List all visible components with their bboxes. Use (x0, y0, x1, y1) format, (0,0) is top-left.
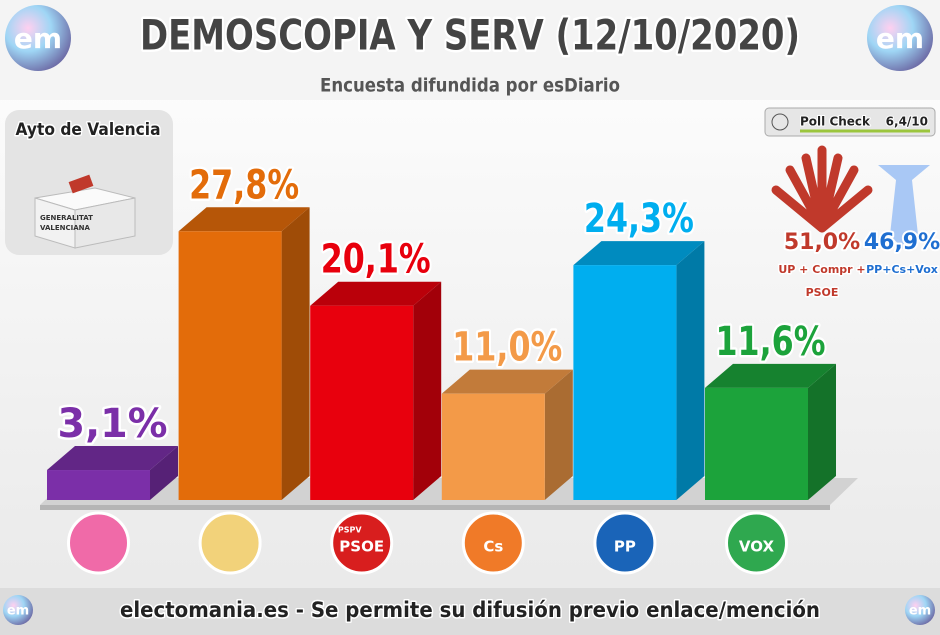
poll-check-score: 6,4/10 (886, 115, 928, 129)
bar (178, 231, 282, 500)
x-tick-label: Cs (483, 538, 503, 556)
ballot-front (74, 197, 136, 249)
party-logo: PSOE PSPV (330, 511, 394, 575)
bar (573, 265, 677, 500)
bar (310, 305, 414, 500)
party-logo-circle (461, 511, 525, 575)
bloc-parties: PP+Cs+Vox (866, 263, 938, 276)
header-band (0, 0, 940, 100)
poll-check-label: Poll Check (800, 115, 871, 129)
bloc-parties: UP + Compr + (778, 263, 865, 276)
region-box: Ayto de Valencia GENERALITAT VALENCIANA (5, 110, 173, 255)
ballot-text: VALENCIANA (40, 224, 90, 232)
bar-top (573, 241, 705, 266)
bar-top (310, 281, 442, 306)
logo-bottom-right: em (905, 595, 935, 625)
bar-side (281, 207, 310, 500)
value-label: 20,1% (321, 237, 431, 283)
bloc-left-icon (771, 145, 873, 233)
value-label: 27,8% (189, 162, 299, 208)
party-logo (67, 511, 130, 575)
bloc-parties: PSOE (806, 286, 839, 299)
poll-check: Poll Check 6,4/10 (764, 107, 936, 137)
logo-circle (867, 5, 933, 71)
subtitle: Encuesta difundida por esDiario (320, 75, 620, 97)
bar-side (413, 281, 442, 500)
bar-top (441, 369, 573, 394)
value-label: 3,1% (58, 401, 168, 447)
party-logo (198, 511, 262, 575)
logo-bottom-left: em (3, 595, 33, 625)
x-tick-label: VOX (739, 538, 775, 556)
logo-text: em (876, 22, 924, 55)
x-tick-label: PP (614, 538, 636, 556)
bar-side (544, 369, 573, 500)
logo-circle (5, 5, 71, 71)
bar-side (808, 363, 836, 500)
logo-circle (3, 595, 33, 625)
party-logo-circle (198, 511, 262, 575)
logo-left: em (5, 5, 71, 71)
party-logo: PP (593, 511, 657, 575)
bar-top (178, 207, 310, 232)
value-label: 11,0% (452, 325, 562, 371)
poll-check-icon (771, 113, 789, 131)
ballot-text: GENERALITAT (40, 214, 93, 222)
blocs: 51,0% UP + Compr + PSOE 46,9% PP+Cs+Vox (771, 145, 940, 301)
value-label: 24,3% (584, 196, 694, 242)
bloc-right-icon (878, 165, 930, 250)
ballot-paper (68, 174, 94, 194)
value-label: 11,6% (716, 319, 826, 365)
bar-top (705, 363, 836, 388)
footer-band (0, 588, 940, 635)
bar (441, 393, 545, 500)
logo-text: em (14, 22, 62, 55)
bar-side (150, 446, 178, 500)
x-tick-label: PSOE (339, 538, 384, 556)
plot: 3,1% 27,8% 20,1% PSOE PSPV 11,0% Cs 24,3% PP 11,6… (47, 160, 836, 575)
title: DEMOSCOPIA Y SERV (12/10/2020) (140, 11, 800, 60)
logo-text: em (909, 604, 931, 619)
logo-right: em (867, 5, 933, 71)
party-logo-circle (725, 511, 788, 575)
bar (705, 387, 808, 500)
bloc-share: 46,9% (864, 230, 940, 255)
party-logo: VOX (725, 511, 788, 575)
logo-circle (905, 595, 935, 625)
bar-top (47, 446, 178, 471)
bar (47, 470, 150, 500)
bloc-share: 51,0% (784, 230, 860, 255)
floor-edge (40, 505, 830, 510)
logo-text: em (7, 604, 29, 619)
party-logo-circle (330, 511, 394, 575)
poll-check-panel (764, 107, 936, 137)
party-logo-circle (67, 511, 130, 575)
x-tick-sublabel: PSPV (338, 526, 362, 535)
party-logo-circle (593, 511, 657, 575)
region-label: Ayto de Valencia (16, 120, 161, 140)
bar-side (676, 241, 705, 500)
party-logo: Cs (461, 511, 525, 575)
footer: electomania.es - Se permite su difusión … (120, 598, 820, 622)
